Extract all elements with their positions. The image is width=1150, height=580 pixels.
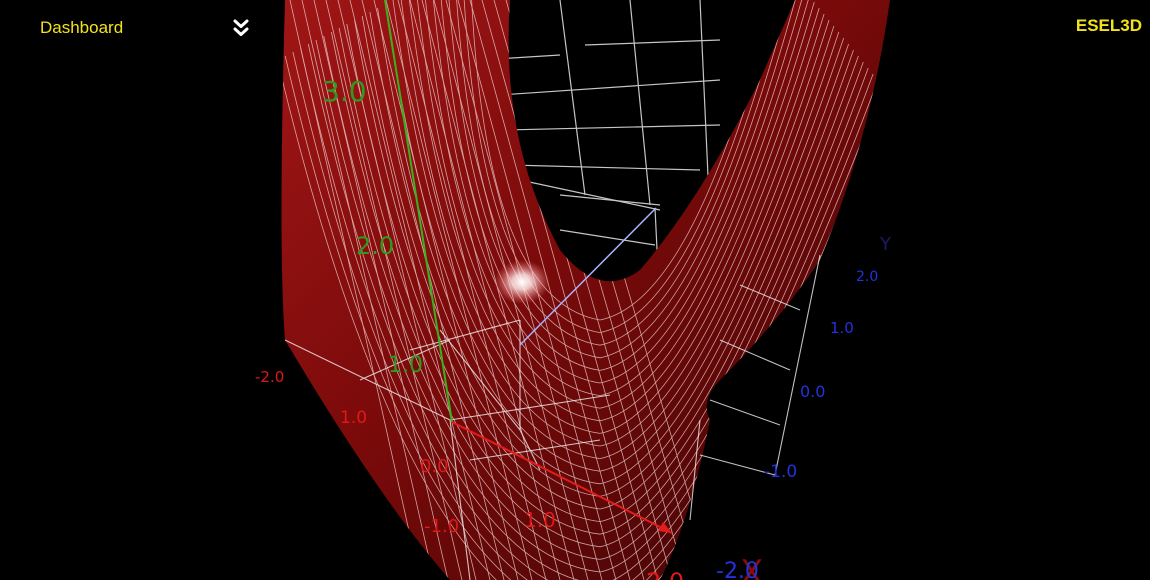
surface-contour [354,19,854,510]
x-tick-2: 2.0 [646,568,684,580]
surface-contour [408,0,820,422]
surface-mesh-line [325,0,463,580]
surface-contour [469,0,781,321]
x-axis-name: X [740,553,763,580]
y-tick-neg1: -1.0 [764,462,797,482]
surface-contour [384,3,835,460]
surface-mesh-line [373,0,519,580]
x-tick-1b: 1.0 [524,508,556,532]
surface-mesh-line [289,0,421,580]
y-tick-0: 0.0 [800,382,825,401]
brand-logo-text: ESEL3D [1075,16,1142,35]
double-chevron-down-icon[interactable] [231,17,251,39]
surface-mesh-line [337,0,477,580]
surface-contour [338,27,864,535]
surface-mesh-line [481,0,645,580]
surface-contour [400,0,825,434]
z-axis-line [384,0,453,423]
surface-contour [454,0,791,346]
surface-mesh-line [301,0,435,580]
surface-mesh-line [313,0,449,580]
y-tick-neg2: -2.0 [716,559,759,580]
top-bar: Dashboard ESEL3D [0,0,1150,56]
y-tick-2: 2.0 [856,269,878,285]
surface-contour [392,0,830,447]
surface-mesh-line [349,0,491,580]
surface-mesh-line [361,0,505,580]
dashboard-menu-button[interactable]: Dashboard [40,18,124,37]
x-tick-neg2: -2.0 [255,368,284,386]
surface-mesh-line [397,0,547,580]
saddle-surface [281,0,890,580]
y-tick-1: 1.0 [830,319,854,337]
surface-contour [438,0,800,371]
surface-contour [415,0,815,409]
x-axis-arrowhead [658,522,672,533]
surface-contour [331,31,869,548]
x-tick-neg1: -1.0 [424,516,459,537]
y-axis-name: Y [879,234,892,255]
y-axis-line [519,207,657,346]
surface-mesh-line [409,0,561,580]
axes [384,0,673,534]
surface-mesh-line [469,0,631,580]
surface-contour [446,0,796,359]
surface-mesh-line [385,0,533,580]
z-tick-2: 2.0 [356,232,394,260]
z-tick-3: 3.0 [322,75,367,108]
surface-contour [423,0,810,397]
x-tick-0: 0.0 [420,456,449,477]
surface-contour [431,0,805,384]
surface-contour [461,0,786,334]
x-axis-line [451,421,673,534]
floor-grid [284,254,821,580]
z-tick-1: 1.0 [388,353,423,378]
x-tick-1a: 1.0 [340,408,367,428]
